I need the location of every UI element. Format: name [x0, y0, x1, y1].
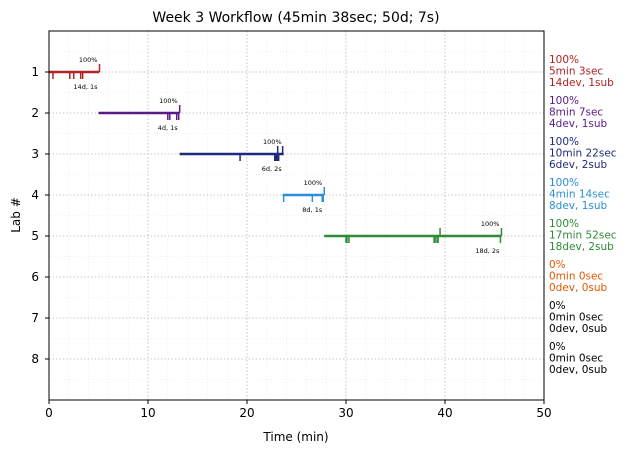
lab-summary-line: 0min 0sec [549, 271, 603, 283]
lab-summary-line: 0dev, 0sub [549, 282, 608, 294]
lab-summary-line: 0% [549, 259, 566, 271]
lab-summary-line: 0dev, 0sub [549, 364, 608, 376]
lab-summary-line: 14dev, 1sub [549, 77, 614, 89]
lab-summary-line: 5min 3sec [549, 66, 603, 78]
plot-frame [48, 30, 545, 401]
y-axis-label: Lab # [9, 197, 23, 233]
lab-summary-line: 8dev, 1sub [549, 200, 608, 212]
lab-counts-label: 6d, 2s [262, 165, 283, 173]
x-tick-label: 40 [437, 406, 452, 420]
y-tick-label: 6 [31, 270, 39, 284]
x-tick-label: 50 [536, 406, 551, 420]
x-tick-label: 20 [239, 406, 254, 420]
lab-percent-label: 100% [159, 97, 178, 105]
lab-counts-label: 4d, 1s [158, 124, 179, 132]
lab-counts-label: 14d, 1s [73, 83, 98, 91]
lab-summary-line: 0min 0sec [549, 353, 603, 365]
lab-summary-line: 0% [549, 341, 566, 353]
y-tick-label: 3 [31, 147, 39, 161]
x-tick-label: 0 [45, 406, 53, 420]
chart-title: Week 3 Workflow (45min 38sec; 50d; 7s) [152, 10, 439, 26]
lab-summary-line: 0min 0sec [549, 312, 603, 324]
lab-summary-line: 17min 52sec [549, 230, 617, 242]
lab-summary-line: 18dev, 2sub [549, 241, 614, 253]
lab-summary-line: 0dev, 0sub [549, 323, 608, 335]
lab-summary-line: 4dev, 1sub [549, 118, 608, 130]
y-tick-label: 1 [31, 65, 39, 79]
grid [48, 31, 545, 400]
lab-summary-line: 8min 7sec [549, 107, 603, 119]
lab-percent-label: 100% [304, 179, 323, 187]
lab-summary-line: 4min 14sec [549, 189, 610, 201]
lab-summary-line: 10min 22sec [549, 148, 617, 160]
lab-percent-label: 100% [481, 220, 500, 228]
lab-summary-line: 100% [549, 136, 579, 148]
y-tick-label: 4 [31, 188, 39, 202]
lab-summary-line: 100% [549, 54, 579, 66]
lab-summary-line: 100% [549, 95, 579, 107]
y-tick-label: 7 [31, 311, 39, 325]
lab-counts-label: 8d, 1s [302, 206, 323, 214]
lab-percent-label: 100% [79, 56, 98, 64]
lab-summary-line: 100% [549, 177, 579, 189]
lab-summary-line: 6dev, 2sub [549, 159, 608, 171]
plot-marks: 100% 14d, 1s 100% 4d, 1s 100% 6d, 2s 100% 8d, 1… [49, 56, 503, 255]
y-tick-label: 5 [31, 229, 39, 243]
axis-ticks: 0 10 20 30 40 50 1 2 3 4 5 6 7 8 [31, 65, 551, 420]
lab-summary-line: 0% [549, 300, 566, 312]
lab-percent-label: 100% [263, 138, 282, 146]
x-tick-label: 10 [140, 406, 155, 420]
x-tick-label: 30 [338, 406, 353, 420]
y-tick-label: 2 [31, 106, 39, 120]
x-axis-label: Time (min) [262, 430, 328, 444]
lab-summary-line: 100% [549, 218, 579, 230]
lab-counts-label: 18d, 2s [475, 247, 500, 255]
y-tick-label: 8 [31, 352, 39, 366]
